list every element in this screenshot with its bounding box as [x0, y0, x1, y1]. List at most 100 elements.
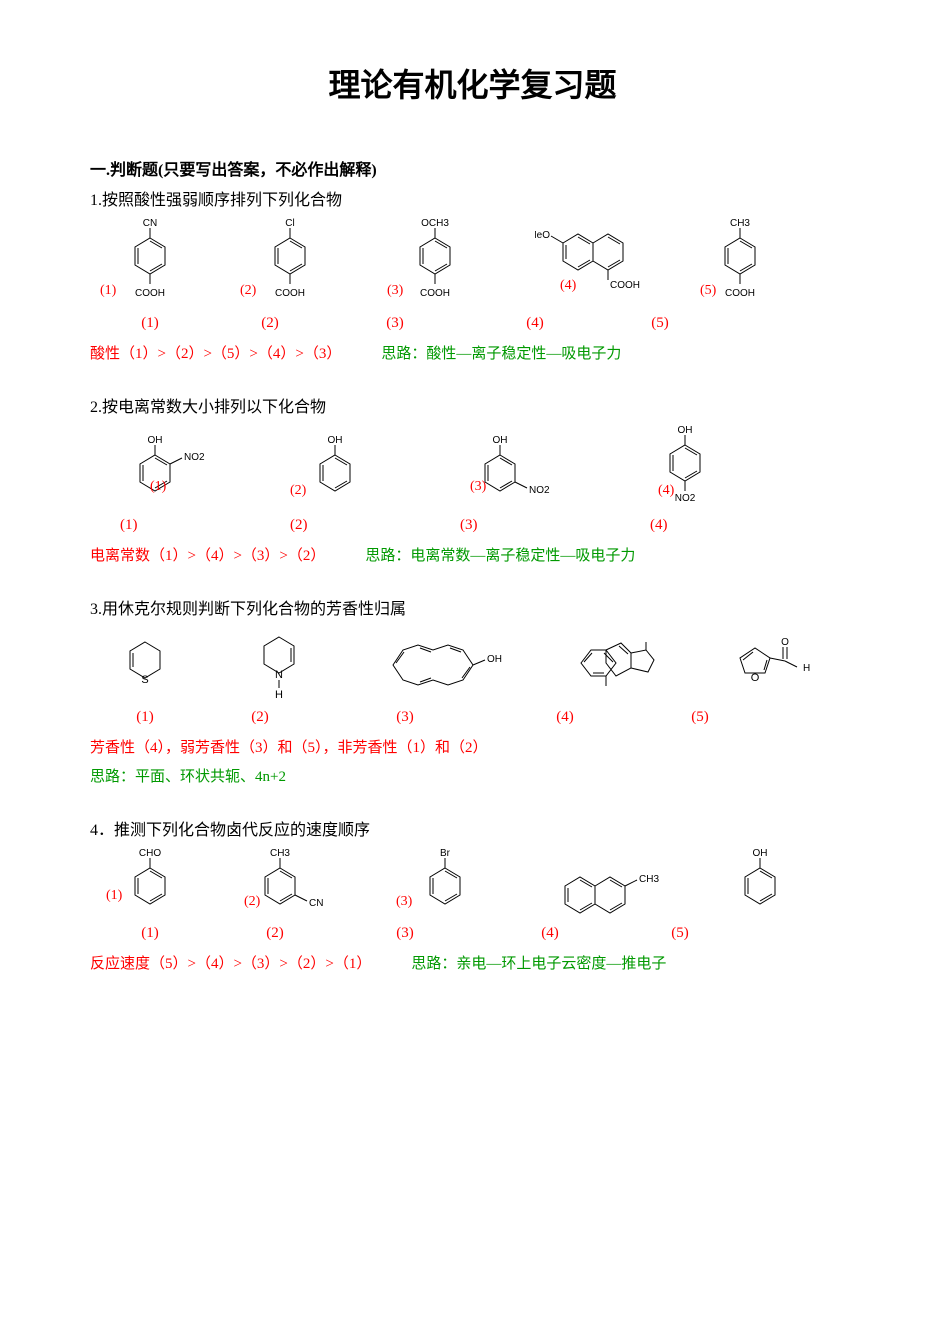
svg-text:N: N — [275, 669, 283, 681]
q2-s2-top: OH — [328, 435, 343, 446]
q3-idx-5: (5) — [640, 709, 760, 726]
q4-overlay-1: (1) — [106, 888, 122, 904]
q3-struct-4 — [547, 628, 696, 703]
page-title: 理论有机化学复习题 — [90, 60, 855, 106]
q3-struct-3: OH — [358, 630, 527, 700]
q2-s4-bottom: NO2 — [675, 493, 696, 504]
phenol-icon: OH NO2 — [465, 433, 565, 513]
phenol-icon: OH NO2 — [650, 423, 720, 513]
q1-text: 1.按照酸性强弱顺序排列下列化合物 — [90, 186, 855, 210]
q4-struct-4: CH3 — [530, 856, 690, 921]
q1-s2-bottom: COOH — [275, 288, 305, 299]
q2-idx-2: (2) — [270, 517, 440, 534]
q2-structures: OH NO2 (1) OH — [90, 423, 855, 513]
q1-overlay-4: (4) — [560, 278, 576, 294]
q2-s4-top: OH — [678, 425, 693, 436]
q2-index-row: (1) (2) (3) (4) — [90, 517, 855, 534]
benzene-icon: Br — [415, 846, 475, 921]
q1-struct-5: CH3 COOH (5) — [690, 216, 790, 311]
q1-s3-top: OCH3 — [421, 218, 449, 229]
q1-hint: 思路：酸性—离子稳定性—吸电子力 — [381, 342, 621, 363]
q4-idx-2: (2) — [210, 925, 340, 942]
q4-idx-5: (5) — [630, 925, 730, 942]
benzene-icon: CHO — [120, 846, 180, 921]
q2-s1-right: NO2 — [184, 452, 205, 463]
benzene-icon: CN COOH — [120, 216, 180, 311]
q1-answer-line: 酸性（1）>（2）>（5）>（4）>（3） 思路：酸性—离子稳定性—吸电子力 — [90, 342, 855, 363]
q2-idx-4: (4) — [630, 517, 780, 534]
q1-idx-3: (3) — [330, 315, 460, 332]
q2-s3-right: NO2 — [529, 485, 550, 496]
q4-answer: 反应速度（5）>（4）>（3）>（2）>（1） — [90, 952, 371, 973]
q1-struct-4: MeO COOH (4) — [520, 216, 670, 311]
q2-overlay-2: (2) — [290, 483, 306, 499]
q4-struct-3: Br (3) — [380, 846, 510, 921]
macrocycle-icon: OH — [373, 630, 513, 700]
q1-s3-bottom: COOH — [420, 288, 450, 299]
question-3: 3.用休克尔规则判断下列化合物的芳香性归属 S N H — [90, 595, 855, 786]
q3-idx-4: (4) — [490, 709, 640, 726]
question-2: 2.按电离常数大小排列以下化合物 OH NO2 (1) — [90, 393, 855, 565]
q3-struct-5: O O H — [716, 633, 835, 698]
phenol-icon: OH — [300, 433, 370, 513]
q1-idx-5: (5) — [610, 315, 710, 332]
ring-icon: S — [115, 630, 175, 700]
q4-struct-1: CHO (1) — [90, 846, 210, 921]
svg-text:O: O — [782, 637, 790, 648]
q1-s1-top: CN — [143, 218, 157, 229]
q1-answer: 酸性（1）>（2）>（5）>（4）>（3） — [90, 342, 341, 363]
q4-s1-top: CHO — [139, 848, 161, 859]
q4-idx-1: (1) — [90, 925, 210, 942]
q1-idx-4: (4) — [460, 315, 610, 332]
q4-s4-right: CH3 — [639, 874, 659, 885]
q3-idx-2: (2) — [200, 709, 320, 726]
q2-overlay-3: (3) — [470, 479, 486, 495]
q1-s2-top: Cl — [285, 218, 294, 229]
q2-struct-3: OH NO2 (3) — [430, 433, 600, 513]
q2-struct-2: OH (2) — [260, 433, 410, 513]
q2-struct-1: OH NO2 (1) — [90, 433, 240, 513]
q3-answer: 芳香性（4），弱芳香性（3）和（5），非芳香性（1）和（2） — [90, 736, 855, 757]
q1-overlay-3: (3) — [387, 283, 403, 299]
q2-overlay-4: (4) — [658, 483, 674, 499]
benzene-icon: CH3 COOH — [710, 216, 770, 311]
q3-text: 3.用休克尔规则判断下列化合物的芳香性归属 — [90, 595, 855, 619]
naphthalene-icon: CH3 — [545, 856, 675, 921]
svg-text:H: H — [803, 663, 810, 674]
naphthalene-icon: MeO COOH — [535, 216, 655, 311]
q1-overlay-2: (2) — [240, 283, 256, 299]
q1-index-row: (1) (2) (3) (4) (5) — [90, 315, 855, 332]
benzene-icon: OCH3 COOH — [400, 216, 470, 311]
svg-text:H: H — [275, 689, 283, 701]
svg-text:OH: OH — [487, 654, 502, 665]
q2-answer-line: 电离常数（1）>（4）>（3）>（2） 思路：电离常数—离子稳定性—吸电子力 — [90, 544, 855, 565]
question-4: 4．推测下列化合物卤代反应的速度顺序 CHO (1) CH3 — [90, 816, 855, 973]
q2-idx-3: (3) — [440, 517, 630, 534]
q4-structures: CHO (1) CH3 — [90, 846, 855, 921]
q4-idx-3: (3) — [340, 925, 470, 942]
q3-index-row: (1) (2) (3) (4) (5) — [90, 709, 855, 726]
q4-text: 4．推测下列化合物卤代反应的速度顺序 — [90, 816, 855, 840]
q4-s3-top: Br — [440, 848, 451, 859]
q4-struct-2: CH3 CN (2) — [230, 846, 360, 921]
q1-overlay-5: (5) — [700, 283, 716, 299]
q3-struct-1: S — [90, 630, 199, 700]
q2-answer: 电离常数（1）>（4）>（3）>（2） — [90, 544, 325, 565]
q4-index-row: (1) (2) (3) (4) (5) — [90, 925, 855, 942]
q3-structures: S N H — [90, 625, 855, 705]
q1-s4-bottom: COOH — [610, 280, 640, 291]
furan-icon: O O H — [725, 633, 825, 698]
q4-overlay-3: (3) — [396, 894, 412, 910]
phenol-icon: OH NO2 — [120, 433, 210, 513]
benzene-icon: Cl COOH — [260, 216, 320, 311]
polycyclic-icon — [566, 628, 676, 703]
svg-text:S: S — [141, 674, 148, 686]
q4-overlay-2: (2) — [244, 894, 260, 910]
q1-s1-bottom: COOH — [135, 288, 165, 299]
q3-hint: 思路：平面、环状共轭、4n+2 — [90, 765, 855, 786]
question-1: 1.按照酸性强弱顺序排列下列化合物 CN COOH (1) — [90, 186, 855, 363]
q1-overlay-1: (1) — [100, 283, 116, 299]
q2-struct-4: OH NO2 (4) — [620, 423, 750, 513]
q2-idx-1: (1) — [90, 517, 270, 534]
q1-s4-left: MeO — [535, 230, 550, 241]
